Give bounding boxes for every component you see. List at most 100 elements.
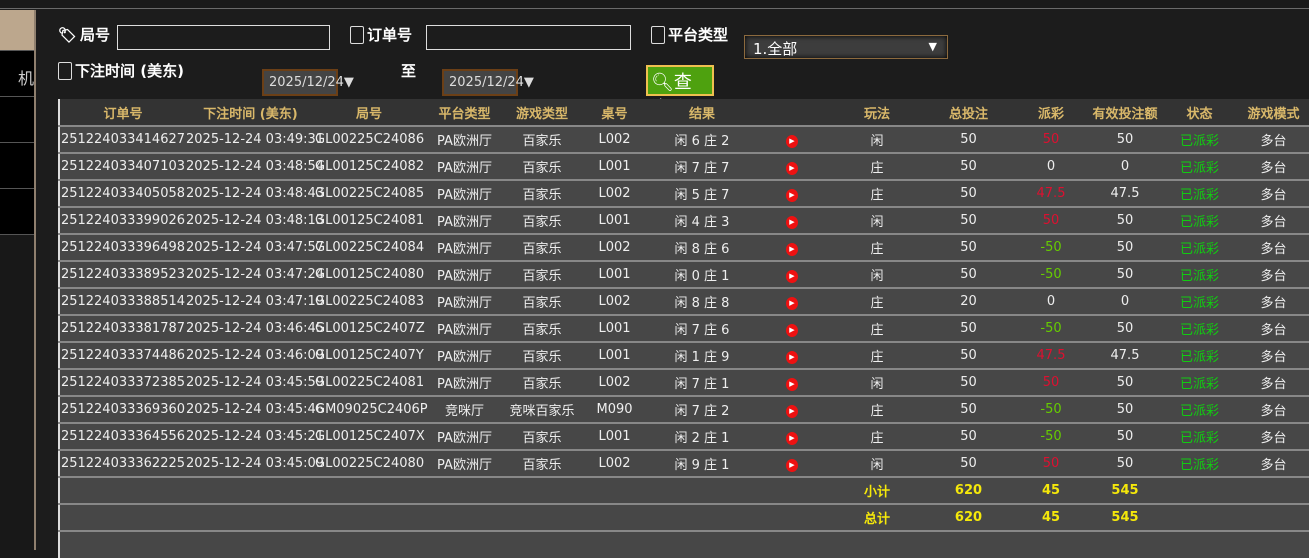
bet-time-cell: 2025-12-24 03:45:59 (186, 369, 324, 397)
table-row: 251224033399026 2025-12-24 03:48:13 GL0012… (59, 207, 1309, 235)
platform-cell: 竞咪厅 (423, 396, 506, 424)
total-payout: 45 (1014, 504, 1088, 532)
payout-cell: -50 (1014, 315, 1088, 343)
order-id-cell: 251224033405058 (59, 180, 186, 208)
dropdown-arrow-icon: ▼ (928, 40, 937, 53)
total-bet-cell: 50 (923, 153, 1014, 181)
bet-time-cell: 2025-12-24 03:45:21 (186, 423, 324, 451)
game-mode-cell: 多台 (1237, 153, 1309, 181)
total-label: 总计 (831, 504, 923, 532)
play-video-button[interactable]: ▶ (753, 396, 831, 424)
platform-select[interactable]: 1.全部 ▼ (744, 35, 948, 59)
table-row: 251224033372385 2025-12-24 03:45:59 GL0022… (59, 369, 1309, 397)
platform-cell: PA欧洲厅 (423, 288, 506, 316)
game-type-cell: 百家乐 (506, 423, 578, 451)
bet-time-cell: 2025-12-24 03:45:46 (186, 396, 324, 424)
column-header: 有效投注额 (1088, 99, 1162, 127)
bet-time-cell: 2025-12-24 03:45:09 (186, 450, 324, 478)
play-icon: ▶ (786, 215, 798, 229)
play-video-button[interactable]: ▶ (753, 315, 831, 343)
status-cell: 已派彩 (1162, 234, 1237, 262)
total-bet-cell: 50 (923, 450, 1014, 478)
search-button[interactable]: 🔍︎查询 (646, 65, 714, 119)
column-header (753, 99, 831, 127)
play-icon: ▶ (786, 296, 798, 310)
order-id-cell: 251224033399026 (59, 207, 186, 235)
play-video-button[interactable]: ▶ (753, 450, 831, 478)
spacer (59, 504, 831, 532)
order-id-cell: 251224033396498 (59, 234, 186, 262)
game-mode-cell: 多台 (1237, 450, 1309, 478)
order-id-cell: 251224033362225 (59, 450, 186, 478)
game-mode-cell: 多台 (1237, 126, 1309, 154)
payout-cell: 47.5 (1014, 342, 1088, 370)
game-type-cell: 百家乐 (506, 234, 578, 262)
round-id-cell: GL00125C24080 (315, 261, 424, 289)
sidebar-item[interactable] (0, 143, 34, 189)
status-cell: 已派彩 (1162, 396, 1237, 424)
platform-cell: PA欧洲厅 (423, 315, 506, 343)
play-video-button[interactable]: ▶ (753, 342, 831, 370)
play-video-button[interactable]: ▶ (753, 261, 831, 289)
date-to-picker[interactable]: 2025/12/24▼ (442, 69, 534, 96)
play-video-button[interactable]: ▶ (753, 207, 831, 235)
total-total-bet: 620 (923, 504, 1014, 532)
empty-row (59, 531, 1309, 558)
table-row: 251224033364556 2025-12-24 03:45:21 GL0012… (59, 423, 1309, 451)
game-mode-cell: 多台 (1237, 342, 1309, 370)
play-video-button[interactable]: ▶ (753, 369, 831, 397)
result-cell: 闲 7 庄 1 (651, 369, 753, 397)
round-id-cell: GL00125C2407X (315, 423, 425, 451)
play-video-button[interactable]: ▶ (753, 234, 831, 262)
calendar-icon (58, 61, 72, 80)
valid-bet-cell: 50 (1088, 396, 1162, 424)
game-type-cell: 百家乐 (506, 261, 578, 289)
play-video-button[interactable]: ▶ (753, 153, 831, 181)
table-id-cell: L001 (578, 315, 651, 343)
play-video-button[interactable]: ▶ (753, 180, 831, 208)
bet-records-table: 订单号 下注时间 (美东) 局号 平台类型 游戏类型 桌号 结果 玩法 总投注 派彩 有效投注额 状态… (58, 99, 1309, 558)
play-icon: ▶ (786, 323, 798, 337)
bet-type-cell: 庄 (831, 153, 923, 181)
bet-type-cell: 闲 (831, 261, 923, 289)
bet-type-cell: 庄 (831, 315, 923, 343)
status-cell: 已派彩 (1162, 342, 1237, 370)
valid-bet-cell: 0 (1088, 153, 1162, 181)
bet-time-cell: 2025-12-24 03:48:54 (186, 153, 324, 181)
round-id-cell: GL00225C24083 (315, 288, 424, 316)
order-id-cell: 251224033407103 (59, 153, 186, 181)
payout-cell: 0 (1014, 288, 1088, 316)
game-mode-cell: 多台 (1237, 369, 1309, 397)
top-bar (0, 0, 1309, 9)
platform-cell: PA欧洲厅 (423, 261, 506, 289)
bet-type-cell: 闲 (831, 450, 923, 478)
column-header: 结果 (651, 99, 753, 127)
total-bet-cell: 50 (923, 180, 1014, 208)
table-row: 251224033369360 2025-12-24 03:45:46 GM0902… (59, 396, 1309, 424)
payout-cell: 0 (1014, 153, 1088, 181)
result-cell: 闲 8 庄 8 (651, 288, 753, 316)
order-label-text: 订单号 (367, 26, 413, 44)
table-id-cell: L001 (578, 261, 651, 289)
sidebar-item-active[interactable] (0, 10, 34, 51)
sidebar-item[interactable] (0, 97, 34, 143)
platform-cell: PA欧洲厅 (423, 369, 506, 397)
sidebar-item[interactable] (0, 189, 34, 235)
payout-cell: -50 (1014, 423, 1088, 451)
platform-cell: PA欧洲厅 (423, 207, 506, 235)
round-id-cell: GL00225C24086 (315, 126, 424, 154)
round-input[interactable] (117, 25, 330, 50)
play-video-button[interactable]: ▶ (753, 126, 831, 154)
sidebar-item[interactable]: 机 (0, 51, 34, 97)
bet-type-cell: 闲 (831, 126, 923, 154)
game-type-cell: 百家乐 (506, 342, 578, 370)
column-header: 游戏类型 (506, 99, 578, 127)
valid-bet-cell: 50 (1088, 450, 1162, 478)
play-video-button[interactable]: ▶ (753, 423, 831, 451)
table-row: 251224033374486 2025-12-24 03:46:09 GL0012… (59, 342, 1309, 370)
status-cell: 已派彩 (1162, 423, 1237, 451)
order-input[interactable] (426, 25, 631, 50)
play-video-button[interactable]: ▶ (753, 288, 831, 316)
bet-type-cell: 庄 (831, 234, 923, 262)
date-from-picker[interactable]: 2025/12/24▼ (262, 69, 354, 96)
